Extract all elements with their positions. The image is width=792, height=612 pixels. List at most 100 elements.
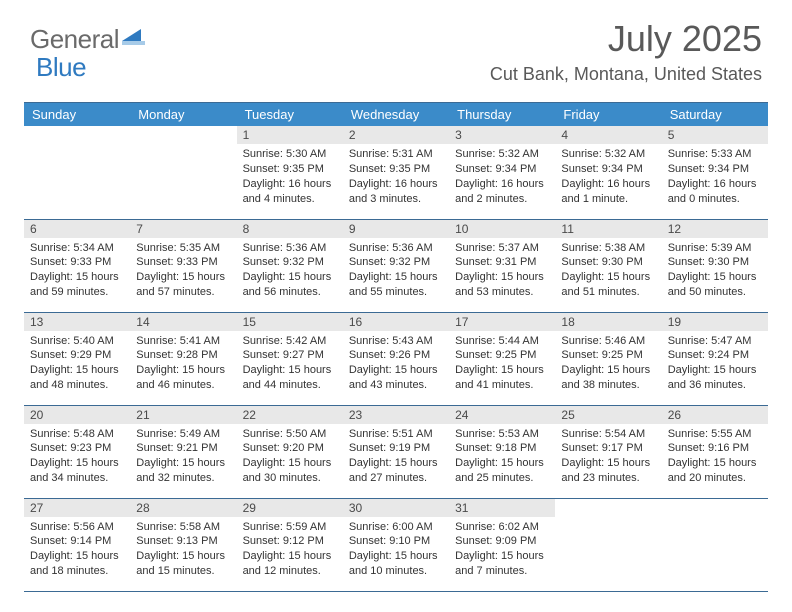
day-number: 4 — [555, 126, 661, 144]
calendar-row: 1Sunrise: 5:30 AMSunset: 9:35 PMDaylight… — [24, 126, 768, 219]
day-data: Sunrise: 5:56 AMSunset: 9:14 PMDaylight:… — [24, 517, 130, 583]
day-number: 27 — [24, 499, 130, 517]
day-number: 24 — [449, 406, 555, 424]
day-data: Sunrise: 5:50 AMSunset: 9:20 PMDaylight:… — [237, 424, 343, 490]
day-data: Sunrise: 5:44 AMSunset: 9:25 PMDaylight:… — [449, 331, 555, 397]
calendar-cell: 10Sunrise: 5:37 AMSunset: 9:31 PMDayligh… — [449, 219, 555, 312]
day-header: Wednesday — [343, 103, 449, 127]
day-number: 20 — [24, 406, 130, 424]
day-number: 28 — [130, 499, 236, 517]
day-data: Sunrise: 5:32 AMSunset: 9:34 PMDaylight:… — [449, 144, 555, 210]
calendar-cell: 7Sunrise: 5:35 AMSunset: 9:33 PMDaylight… — [130, 219, 236, 312]
day-number: 15 — [237, 313, 343, 331]
day-data: Sunrise: 5:39 AMSunset: 9:30 PMDaylight:… — [662, 238, 768, 304]
calendar-cell: 22Sunrise: 5:50 AMSunset: 9:20 PMDayligh… — [237, 405, 343, 498]
day-number: 5 — [662, 126, 768, 144]
calendar-cell: 2Sunrise: 5:31 AMSunset: 9:35 PMDaylight… — [343, 126, 449, 219]
day-header: Tuesday — [237, 103, 343, 127]
day-data: Sunrise: 5:46 AMSunset: 9:25 PMDaylight:… — [555, 331, 661, 397]
day-data: Sunrise: 5:35 AMSunset: 9:33 PMDaylight:… — [130, 238, 236, 304]
day-number: 9 — [343, 220, 449, 238]
day-number: 3 — [449, 126, 555, 144]
day-data: Sunrise: 5:36 AMSunset: 9:32 PMDaylight:… — [343, 238, 449, 304]
calendar-cell: 19Sunrise: 5:47 AMSunset: 9:24 PMDayligh… — [662, 312, 768, 405]
day-data: Sunrise: 5:30 AMSunset: 9:35 PMDaylight:… — [237, 144, 343, 210]
day-data: Sunrise: 5:49 AMSunset: 9:21 PMDaylight:… — [130, 424, 236, 490]
day-number: 12 — [662, 220, 768, 238]
day-data: Sunrise: 5:43 AMSunset: 9:26 PMDaylight:… — [343, 331, 449, 397]
day-number: 2 — [343, 126, 449, 144]
day-data: Sunrise: 5:36 AMSunset: 9:32 PMDaylight:… — [237, 238, 343, 304]
calendar-cell: 25Sunrise: 5:54 AMSunset: 9:17 PMDayligh… — [555, 405, 661, 498]
day-number: 31 — [449, 499, 555, 517]
calendar-cell: 23Sunrise: 5:51 AMSunset: 9:19 PMDayligh… — [343, 405, 449, 498]
day-data: Sunrise: 5:41 AMSunset: 9:28 PMDaylight:… — [130, 331, 236, 397]
calendar-cell: 18Sunrise: 5:46 AMSunset: 9:25 PMDayligh… — [555, 312, 661, 405]
calendar-cell: 12Sunrise: 5:39 AMSunset: 9:30 PMDayligh… — [662, 219, 768, 312]
calendar-table: SundayMondayTuesdayWednesdayThursdayFrid… — [24, 102, 768, 592]
calendar-cell: 30Sunrise: 6:00 AMSunset: 9:10 PMDayligh… — [343, 498, 449, 591]
day-header: Monday — [130, 103, 236, 127]
calendar-cell: 9Sunrise: 5:36 AMSunset: 9:32 PMDaylight… — [343, 219, 449, 312]
calendar-cell: 29Sunrise: 5:59 AMSunset: 9:12 PMDayligh… — [237, 498, 343, 591]
day-header: Sunday — [24, 103, 130, 127]
calendar-cell: 16Sunrise: 5:43 AMSunset: 9:26 PMDayligh… — [343, 312, 449, 405]
calendar-row: 13Sunrise: 5:40 AMSunset: 9:29 PMDayligh… — [24, 312, 768, 405]
day-number: 14 — [130, 313, 236, 331]
day-data: Sunrise: 5:42 AMSunset: 9:27 PMDaylight:… — [237, 331, 343, 397]
calendar-cell: 6Sunrise: 5:34 AMSunset: 9:33 PMDaylight… — [24, 219, 130, 312]
calendar-cell — [662, 498, 768, 591]
day-number: 18 — [555, 313, 661, 331]
day-data: Sunrise: 5:37 AMSunset: 9:31 PMDaylight:… — [449, 238, 555, 304]
calendar-cell: 28Sunrise: 5:58 AMSunset: 9:13 PMDayligh… — [130, 498, 236, 591]
calendar-cell: 26Sunrise: 5:55 AMSunset: 9:16 PMDayligh… — [662, 405, 768, 498]
day-data: Sunrise: 5:58 AMSunset: 9:13 PMDaylight:… — [130, 517, 236, 583]
calendar-cell: 13Sunrise: 5:40 AMSunset: 9:29 PMDayligh… — [24, 312, 130, 405]
day-number: 8 — [237, 220, 343, 238]
calendar-row: 27Sunrise: 5:56 AMSunset: 9:14 PMDayligh… — [24, 498, 768, 591]
calendar-cell: 5Sunrise: 5:33 AMSunset: 9:34 PMDaylight… — [662, 126, 768, 219]
flag-icon — [121, 27, 147, 52]
day-data: Sunrise: 5:38 AMSunset: 9:30 PMDaylight:… — [555, 238, 661, 304]
day-data: Sunrise: 5:48 AMSunset: 9:23 PMDaylight:… — [24, 424, 130, 490]
day-data: Sunrise: 5:47 AMSunset: 9:24 PMDaylight:… — [662, 331, 768, 397]
calendar-header-row: SundayMondayTuesdayWednesdayThursdayFrid… — [24, 103, 768, 127]
page-title: July 2025 — [608, 18, 762, 60]
calendar-cell: 15Sunrise: 5:42 AMSunset: 9:27 PMDayligh… — [237, 312, 343, 405]
day-number: 25 — [555, 406, 661, 424]
calendar-cell: 21Sunrise: 5:49 AMSunset: 9:21 PMDayligh… — [130, 405, 236, 498]
calendar-cell — [24, 126, 130, 219]
day-data: Sunrise: 6:00 AMSunset: 9:10 PMDaylight:… — [343, 517, 449, 583]
logo-word2: Blue — [36, 52, 86, 82]
day-data: Sunrise: 5:55 AMSunset: 9:16 PMDaylight:… — [662, 424, 768, 490]
calendar-cell: 14Sunrise: 5:41 AMSunset: 9:28 PMDayligh… — [130, 312, 236, 405]
calendar-row: 20Sunrise: 5:48 AMSunset: 9:23 PMDayligh… — [24, 405, 768, 498]
day-number: 13 — [24, 313, 130, 331]
calendar-body: 1Sunrise: 5:30 AMSunset: 9:35 PMDaylight… — [24, 126, 768, 591]
day-number: 22 — [237, 406, 343, 424]
day-data: Sunrise: 5:31 AMSunset: 9:35 PMDaylight:… — [343, 144, 449, 210]
day-number: 19 — [662, 313, 768, 331]
calendar-row: 6Sunrise: 5:34 AMSunset: 9:33 PMDaylight… — [24, 219, 768, 312]
day-data: Sunrise: 5:54 AMSunset: 9:17 PMDaylight:… — [555, 424, 661, 490]
day-header: Friday — [555, 103, 661, 127]
day-data: Sunrise: 5:32 AMSunset: 9:34 PMDaylight:… — [555, 144, 661, 210]
day-number: 10 — [449, 220, 555, 238]
calendar-cell: 4Sunrise: 5:32 AMSunset: 9:34 PMDaylight… — [555, 126, 661, 219]
day-number: 17 — [449, 313, 555, 331]
page-subtitle: Cut Bank, Montana, United States — [490, 64, 762, 85]
logo: General Blue — [30, 24, 147, 55]
day-header: Thursday — [449, 103, 555, 127]
day-number: 11 — [555, 220, 661, 238]
day-number: 7 — [130, 220, 236, 238]
day-data: Sunrise: 5:53 AMSunset: 9:18 PMDaylight:… — [449, 424, 555, 490]
day-data: Sunrise: 5:51 AMSunset: 9:19 PMDaylight:… — [343, 424, 449, 490]
day-number: 29 — [237, 499, 343, 517]
day-data: Sunrise: 5:40 AMSunset: 9:29 PMDaylight:… — [24, 331, 130, 397]
calendar-cell: 8Sunrise: 5:36 AMSunset: 9:32 PMDaylight… — [237, 219, 343, 312]
day-data: Sunrise: 5:33 AMSunset: 9:34 PMDaylight:… — [662, 144, 768, 210]
calendar-cell: 27Sunrise: 5:56 AMSunset: 9:14 PMDayligh… — [24, 498, 130, 591]
day-number: 1 — [237, 126, 343, 144]
day-number: 21 — [130, 406, 236, 424]
day-number: 26 — [662, 406, 768, 424]
